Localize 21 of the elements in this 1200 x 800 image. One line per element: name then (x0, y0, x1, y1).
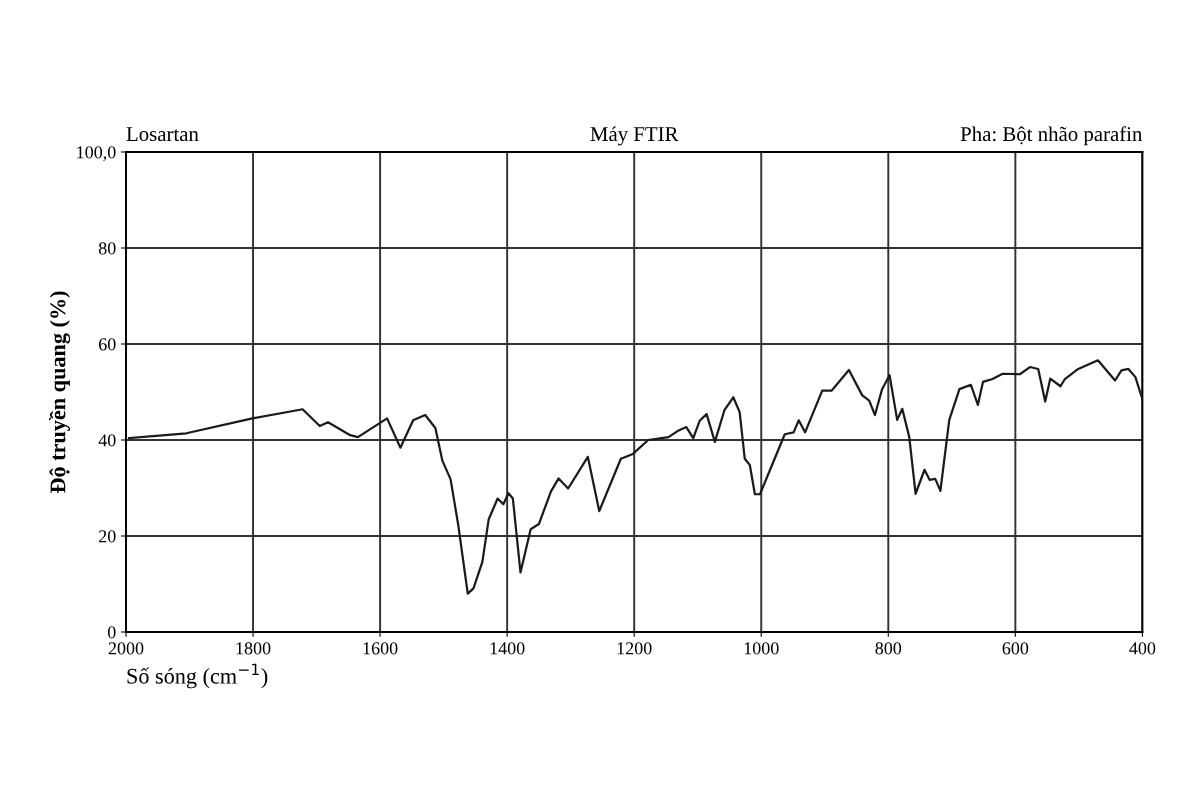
x-tick-label: 1200 (617, 642, 652, 655)
line-series (128, 359, 1143, 595)
text: Pha: Bột nhão parafin (960, 126, 1143, 146)
x-tick-label: 600 (1002, 642, 1029, 655)
y-tick-label: 0 (107, 626, 116, 639)
y-tick-label: 80 (98, 242, 116, 255)
y-tick-label: 100,0 (77, 146, 116, 162)
y-tick-label: 60 (99, 338, 116, 351)
y-axis-title: Độ truyền quang (%) (49, 291, 71, 493)
chart-title: Máy FTIR (590, 126, 679, 146)
x-tick-label: 1600 (363, 642, 398, 655)
x-tick-label: 400 (1129, 642, 1156, 655)
x-tick-label: 800 (875, 642, 902, 655)
text: Losartan (126, 127, 199, 142)
x-tick-label: 1800 (236, 642, 271, 655)
x-axis-title: Số sóng (cm$^{−1}$) (127, 663, 268, 689)
x-tick-label: 2000 (108, 642, 144, 655)
y-tick-label: 20 (99, 530, 116, 543)
x-tick-label: 1000 (744, 642, 779, 655)
x-tick-label: 1400 (490, 642, 525, 655)
y-tick-label: 40 (98, 434, 116, 447)
